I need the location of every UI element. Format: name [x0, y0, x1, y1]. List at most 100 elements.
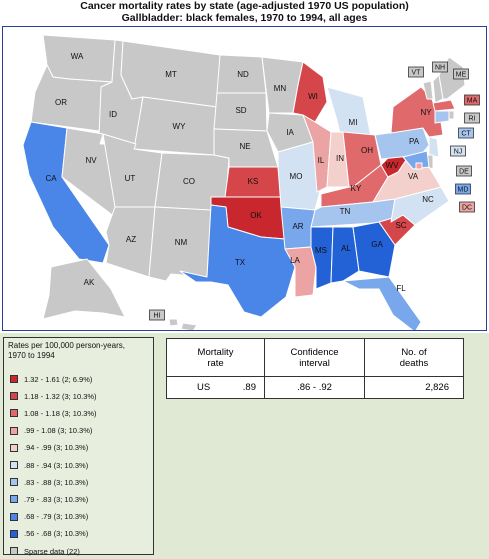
legend-item: .99 - 1.08 (3; 10.3%)	[10, 425, 92, 437]
legend-item: .94 - .99 (3; 10.3%)	[10, 442, 88, 454]
state-label-wi: WI	[308, 92, 318, 101]
state-label-va: VA	[408, 172, 419, 181]
legend-item: 1.08 - 1.18 (3; 10.3%)	[10, 407, 97, 419]
state-hi	[168, 318, 179, 327]
legend-item: Sparse data (22)	[10, 545, 80, 557]
state-label-co: CO	[183, 177, 195, 186]
state-label-ky: KY	[351, 184, 362, 193]
header-ci-line-1: Confidence	[290, 346, 339, 358]
legend-label: .99 - 1.08 (3; 10.3%)	[24, 426, 93, 436]
state-label-id: ID	[109, 110, 117, 119]
legend-label: .88 - .94 (3; 10.3%)	[24, 460, 89, 470]
state-ct	[434, 110, 450, 124]
legend-swatch	[10, 547, 18, 555]
legend-item: .88 - .94 (3; 10.3%)	[10, 459, 88, 471]
header-deaths-line-1: No. of	[401, 346, 427, 358]
legend-item: 1.32 - 1.61 (2; 6.9%)	[10, 373, 92, 385]
state-label-in: IN	[336, 154, 344, 163]
legend-label: .79 - .83 (3; 10.3%)	[24, 494, 89, 504]
title-line-2: Gallbladder: black females, 1970 to 1994…	[121, 12, 368, 24]
state-label-ga: GA	[371, 240, 383, 249]
legend: Rates per 100,000 person-years, 1970 to …	[3, 337, 154, 557]
legend-item: .68 - .79 (3; 10.3%)	[10, 511, 88, 523]
header-rate-line-1: Mortality	[197, 346, 234, 358]
callout-label-md: MD	[458, 186, 469, 193]
state-label-wv: WV	[386, 161, 400, 170]
state-label-az: AZ	[126, 235, 136, 244]
legend-item: .79 - .83 (3; 10.3%)	[10, 493, 88, 505]
callout-label-ct: CT	[461, 130, 471, 137]
header-deaths: No. of deaths	[364, 338, 464, 377]
callout-box-me	[453, 68, 469, 80]
state-label-al: AL	[341, 244, 351, 253]
callout-box-vt	[408, 66, 424, 78]
header-deaths-line-2: deaths	[399, 357, 429, 369]
legend-swatch	[10, 426, 18, 435]
header-confidence-interval: Confidence interval	[264, 338, 365, 377]
state-label-or: OR	[55, 98, 67, 107]
header-rate-line-2: rate	[207, 357, 224, 369]
callout-label-vt: VT	[412, 69, 422, 76]
state-label-ks: KS	[248, 177, 259, 186]
state-label-ca: CA	[45, 174, 57, 183]
state-label-il: IL	[318, 156, 325, 165]
legend-title: Rates per 100,000 person-years, 1970 to …	[4, 338, 153, 361]
state-nj	[428, 136, 440, 158]
legend-swatch	[10, 392, 18, 401]
state-ma	[432, 99, 456, 112]
callout-label-dc: DC	[462, 204, 472, 211]
legend-label: .68 - .79 (3; 10.3%)	[24, 512, 89, 522]
state-label-ut: UT	[125, 174, 136, 183]
callout-box-ri	[464, 112, 480, 124]
legend-swatch	[10, 512, 18, 521]
callout-box-nj	[450, 145, 466, 157]
state-fl	[342, 276, 422, 330]
state-label-ak: AK	[84, 278, 95, 287]
legend-swatch	[10, 461, 18, 469]
us-deaths-value: 2,826	[425, 382, 449, 393]
state-label-nv: NV	[85, 156, 97, 165]
legend-swatch	[10, 495, 18, 504]
legend-swatch	[10, 478, 18, 487]
state-label-nm: NM	[175, 238, 188, 247]
us-map-svg: WA OR CA ID NV MT WY UT AZ CO NM ND SD NE KS OK TX MN IA MO…	[22, 34, 480, 330]
stats-table: Mortality rate Confidence interval No. o…	[166, 338, 464, 399]
state-label-sd: SD	[235, 106, 246, 115]
state-tx	[179, 204, 296, 318]
legend-label: .56 - .68 (3; 10.3%)	[24, 529, 89, 539]
state-label-ia: IA	[286, 128, 294, 137]
state-label-tn: TN	[340, 207, 351, 216]
region-label: US	[197, 382, 211, 393]
state-label-wa: WA	[71, 52, 84, 61]
header-mortality-rate: Mortality rate	[166, 338, 265, 377]
callout-box-dc	[459, 201, 475, 213]
state-label-fl: FL	[396, 284, 406, 293]
state-label-pa: PA	[409, 137, 420, 146]
legend-item: .83 - .88 (3; 10.3%)	[10, 476, 88, 488]
callout-box-ma	[464, 94, 480, 106]
state-label-mn: MN	[274, 84, 287, 93]
legend-title-line-2: 1970 to 1994	[8, 351, 55, 360]
callout-label-nj: NJ	[454, 148, 463, 155]
legend-swatch	[10, 443, 18, 452]
state-label-ar: AR	[292, 222, 303, 231]
callout-box-md	[455, 183, 471, 195]
us-rate-value: .89	[242, 382, 256, 393]
state-label-tx: TX	[235, 258, 246, 267]
callout-label-ma: MA	[467, 97, 478, 104]
state-label-nc: NC	[422, 195, 434, 204]
legend-label: .94 - .99 (3; 10.3%)	[24, 443, 89, 453]
state-label-ny: NY	[420, 108, 432, 117]
legend-label: 1.32 - 1.61 (2; 6.9%)	[24, 374, 93, 384]
state-label-ne: NE	[239, 142, 250, 151]
state-label-mt: MT	[165, 70, 177, 79]
legend-label: 1.18 - 1.32 (3; 10.3%)	[24, 391, 97, 401]
state-hi	[180, 322, 198, 330]
state-dc	[415, 162, 423, 170]
cell-us-rate: US .89	[166, 376, 265, 399]
cell-us-deaths: 2,826	[364, 376, 464, 399]
legend-swatch	[10, 529, 18, 538]
state-ri	[448, 110, 455, 120]
callout-label-ri: RI	[469, 115, 476, 122]
state-label-sc: SC	[395, 221, 406, 230]
